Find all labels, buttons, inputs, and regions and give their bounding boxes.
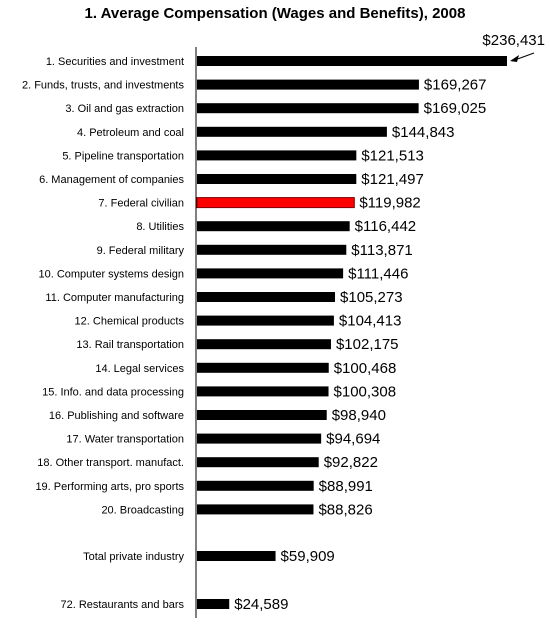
bar xyxy=(197,126,387,137)
bar xyxy=(197,268,344,279)
category-label: 19. Performing arts, pro sports xyxy=(35,481,184,493)
category-label: 14. Legal services xyxy=(95,363,184,375)
bar xyxy=(197,79,419,90)
bar xyxy=(197,551,276,561)
bar xyxy=(197,150,357,161)
category-label: 2. Funds, trusts, and investments xyxy=(22,80,185,92)
category-label: Total private industry xyxy=(83,551,184,563)
bar xyxy=(197,221,350,232)
value-label: $98,940 xyxy=(332,407,386,424)
category-label: 8. Utilities xyxy=(136,221,184,233)
bar xyxy=(197,480,314,491)
value-label: $94,694 xyxy=(326,431,380,448)
value-label: $24,589 xyxy=(234,596,288,613)
value-label: $105,273 xyxy=(340,289,403,306)
category-label: 17. Water transportation xyxy=(66,434,184,446)
bar xyxy=(197,56,507,66)
category-label: 12. Chemical products xyxy=(75,316,185,328)
value-label: $59,909 xyxy=(281,548,335,565)
highlighted-bar xyxy=(196,197,355,209)
bar xyxy=(197,244,347,255)
category-label: 10. Computer systems design xyxy=(38,268,184,280)
value-label: $104,413 xyxy=(339,313,402,330)
value-label: $236,431 xyxy=(482,32,545,49)
bar xyxy=(197,362,329,373)
category-label: 6. Management of companies xyxy=(39,174,184,186)
value-label: $121,513 xyxy=(361,147,424,164)
bar xyxy=(197,433,322,444)
bar xyxy=(197,292,336,302)
value-label: $169,025 xyxy=(424,100,487,117)
bar xyxy=(197,599,230,609)
value-label: $113,871 xyxy=(351,242,412,259)
value-label: $111,446 xyxy=(348,265,408,282)
bar xyxy=(197,504,314,515)
bar xyxy=(197,174,357,184)
category-label: 1. Securities and investment xyxy=(46,56,184,68)
category-label: 13. Rail transportation xyxy=(76,339,184,351)
category-label: 9. Federal military xyxy=(97,245,185,257)
value-label: $102,175 xyxy=(336,336,399,353)
bar xyxy=(197,410,327,420)
category-label: 16. Publishing and software xyxy=(49,410,184,422)
category-label: 11. Computer manufacturing xyxy=(45,292,184,304)
value-label: $92,822 xyxy=(324,454,378,471)
value-label: $88,991 xyxy=(319,478,373,495)
arrow-head xyxy=(510,55,519,62)
annotation-arrow xyxy=(510,52,535,62)
category-label: 20. Broadcasting xyxy=(101,504,184,516)
value-label: $169,267 xyxy=(424,77,487,94)
category-label: 4. Petroleum and coal xyxy=(77,127,184,139)
chart-title: 1. Average Compensation (Wages and Benef… xyxy=(84,5,466,22)
category-label: 15. Info. and data processing xyxy=(42,386,184,398)
value-label: $121,497 xyxy=(361,171,424,188)
value-label: $88,826 xyxy=(318,501,372,518)
category-label: 3. Oil and gas extraction xyxy=(65,103,184,115)
value-label: $144,843 xyxy=(392,124,455,141)
value-label: $116,442 xyxy=(355,218,416,235)
value-label: $100,308 xyxy=(334,383,397,400)
category-label: 72. Restaurants and bars xyxy=(60,599,184,611)
bar xyxy=(197,103,419,114)
bar xyxy=(197,386,329,397)
value-label: $119,982 xyxy=(359,195,420,212)
bar xyxy=(197,315,334,326)
bar xyxy=(197,339,331,350)
category-label: 18. Other transport. manufact. xyxy=(37,457,184,469)
category-label: 7. Federal civilian xyxy=(98,198,184,210)
value-label: $100,468 xyxy=(334,360,397,377)
category-label: 5. Pipeline transportation xyxy=(62,150,184,162)
bar xyxy=(197,457,319,468)
